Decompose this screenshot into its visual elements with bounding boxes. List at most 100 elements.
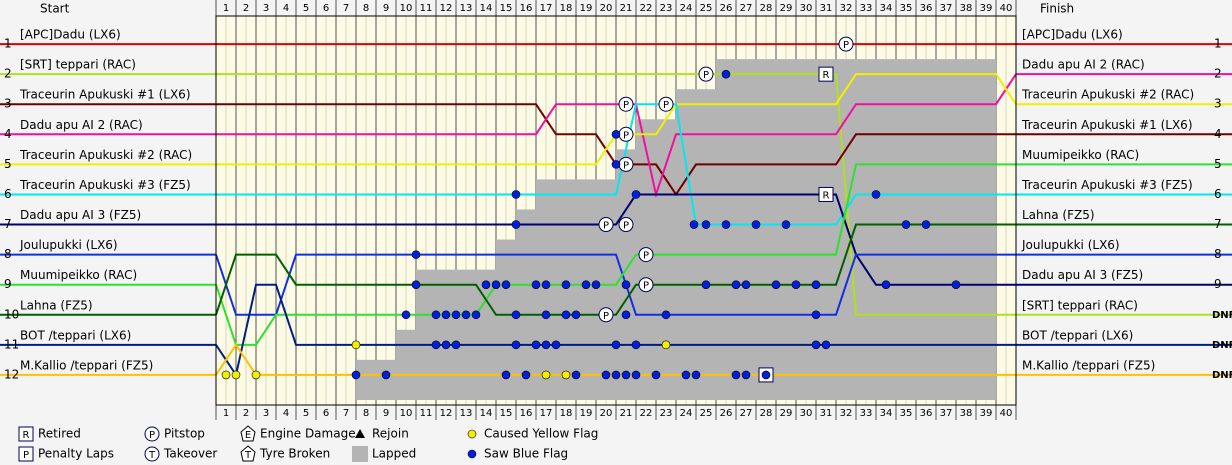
y-tick-label: 2 bbox=[1214, 67, 1222, 81]
circle-icon bbox=[838, 36, 854, 52]
dot-icon bbox=[621, 280, 631, 289]
dot-icon bbox=[621, 370, 631, 380]
start-label: Start bbox=[40, 2, 70, 16]
dot-icon bbox=[561, 280, 571, 289]
x-tick-label: 10 bbox=[400, 3, 413, 14]
x-tick-label: 5 bbox=[303, 408, 309, 419]
dot-icon bbox=[681, 370, 691, 380]
y-tick-label: 1 bbox=[4, 37, 12, 51]
plot-border bbox=[215, 15, 1017, 406]
icon-letter: P bbox=[643, 281, 649, 292]
x-tick-label: 12 bbox=[440, 3, 453, 14]
y-tick-label: 11 bbox=[4, 337, 19, 351]
x-tick-label: 13 bbox=[460, 408, 473, 419]
driver-line bbox=[215, 163, 1016, 346]
x-tick-label: 40 bbox=[1000, 408, 1013, 419]
dot-icon bbox=[651, 370, 661, 380]
lapped-block bbox=[396, 329, 416, 400]
lapped-block bbox=[716, 59, 736, 400]
pentagon-icon bbox=[240, 425, 256, 442]
y-tick-label: 3 bbox=[1214, 97, 1222, 111]
dot-icon bbox=[441, 340, 451, 350]
x-tick-label: 2 bbox=[243, 3, 249, 14]
finish-name: Joulupukki (LX6) bbox=[1021, 238, 1120, 252]
dot-icon bbox=[721, 220, 731, 229]
x-tick-label: 36 bbox=[920, 408, 933, 419]
dot-icon bbox=[701, 220, 711, 229]
dot-icon bbox=[501, 370, 511, 380]
start-name: Traceurin Apukuski #2 (RAC) bbox=[19, 148, 192, 162]
dot-icon bbox=[811, 310, 821, 320]
dot-icon bbox=[491, 280, 501, 289]
x-tick-label: 19 bbox=[580, 3, 593, 14]
dot-icon bbox=[431, 310, 441, 320]
start-name: [SRT] teppari (RAC) bbox=[20, 58, 136, 72]
x-tick-label: 33 bbox=[860, 3, 873, 14]
x-tick-label: 22 bbox=[640, 408, 653, 419]
dot-icon bbox=[791, 280, 801, 289]
icon-letter: P bbox=[149, 430, 155, 441]
lapped-block bbox=[416, 269, 436, 400]
x-tick-label: 32 bbox=[840, 3, 853, 14]
lapped-block bbox=[796, 59, 816, 400]
dot-icon bbox=[561, 370, 571, 380]
legend-label: Pitstop bbox=[164, 427, 205, 441]
driver-line bbox=[216, 103, 1016, 226]
driver-line bbox=[216, 73, 1017, 199]
start-name: [APC]Dadu (LX6) bbox=[20, 28, 121, 42]
icon-letter: R bbox=[23, 430, 30, 441]
x-tick-label: 18 bbox=[560, 3, 573, 14]
square-icon bbox=[818, 66, 834, 82]
finish-name: M.Kallio /teppari (FZ5) bbox=[1022, 358, 1155, 372]
dot-icon bbox=[401, 310, 411, 320]
finish-name: Dadu apu AI 2 (RAC) bbox=[1022, 58, 1145, 72]
finish-status: DNF bbox=[1212, 370, 1232, 381]
x-tick-label: 40 bbox=[1000, 3, 1013, 14]
x-tick-label: 4 bbox=[283, 3, 289, 14]
icon-letter: P bbox=[603, 311, 609, 322]
dot-icon bbox=[871, 190, 881, 199]
dot-icon bbox=[511, 190, 521, 199]
y-tick-label: 5 bbox=[4, 157, 12, 171]
x-tick-label: 2 bbox=[243, 408, 249, 419]
circle-icon bbox=[144, 426, 160, 442]
dot-icon bbox=[541, 280, 551, 289]
dot-icon bbox=[381, 370, 391, 380]
dot-icon bbox=[511, 310, 521, 320]
dot-icon bbox=[541, 310, 551, 320]
x-tick-label: 7 bbox=[343, 3, 349, 14]
dot-icon bbox=[591, 280, 601, 289]
finish-name: Traceurin Apukuski #1 (LX6) bbox=[1021, 118, 1193, 132]
finish-label: Finish bbox=[1040, 2, 1074, 16]
dot-icon bbox=[611, 160, 621, 169]
x-tick-label: 30 bbox=[800, 3, 813, 14]
start-name: BOT /teppari (LX6) bbox=[20, 328, 131, 342]
circle-icon bbox=[618, 217, 634, 233]
square-icon bbox=[18, 446, 34, 462]
legend-label: Rejoin bbox=[372, 427, 409, 441]
circle-icon bbox=[618, 96, 634, 112]
dot-icon bbox=[781, 220, 791, 229]
legend-label: Caused Yellow Flag bbox=[484, 427, 598, 441]
dot-icon bbox=[951, 280, 961, 289]
circle-icon bbox=[598, 307, 614, 323]
icon-letter: P bbox=[623, 100, 629, 111]
x-tick-label: 31 bbox=[820, 408, 833, 419]
dot-icon bbox=[601, 370, 611, 380]
x-tick-label: 4 bbox=[283, 408, 289, 419]
x-tick-label: 22 bbox=[640, 3, 653, 14]
dot-icon bbox=[531, 280, 541, 289]
dot-icon bbox=[881, 280, 891, 289]
x-tick-label: 34 bbox=[880, 408, 893, 419]
x-tick-label: 19 bbox=[580, 408, 593, 419]
dot-icon bbox=[561, 310, 571, 320]
dot-icon bbox=[551, 340, 561, 350]
y-tick-label: 3 bbox=[4, 97, 12, 111]
lapped-block bbox=[976, 59, 996, 400]
lapped-block bbox=[916, 59, 936, 400]
lapped-block bbox=[536, 179, 556, 400]
y-tick-label: 1 bbox=[1214, 37, 1222, 51]
labels: 1122334455667788991010111112121313141415… bbox=[4, 3, 1232, 462]
dot-icon bbox=[811, 280, 821, 289]
